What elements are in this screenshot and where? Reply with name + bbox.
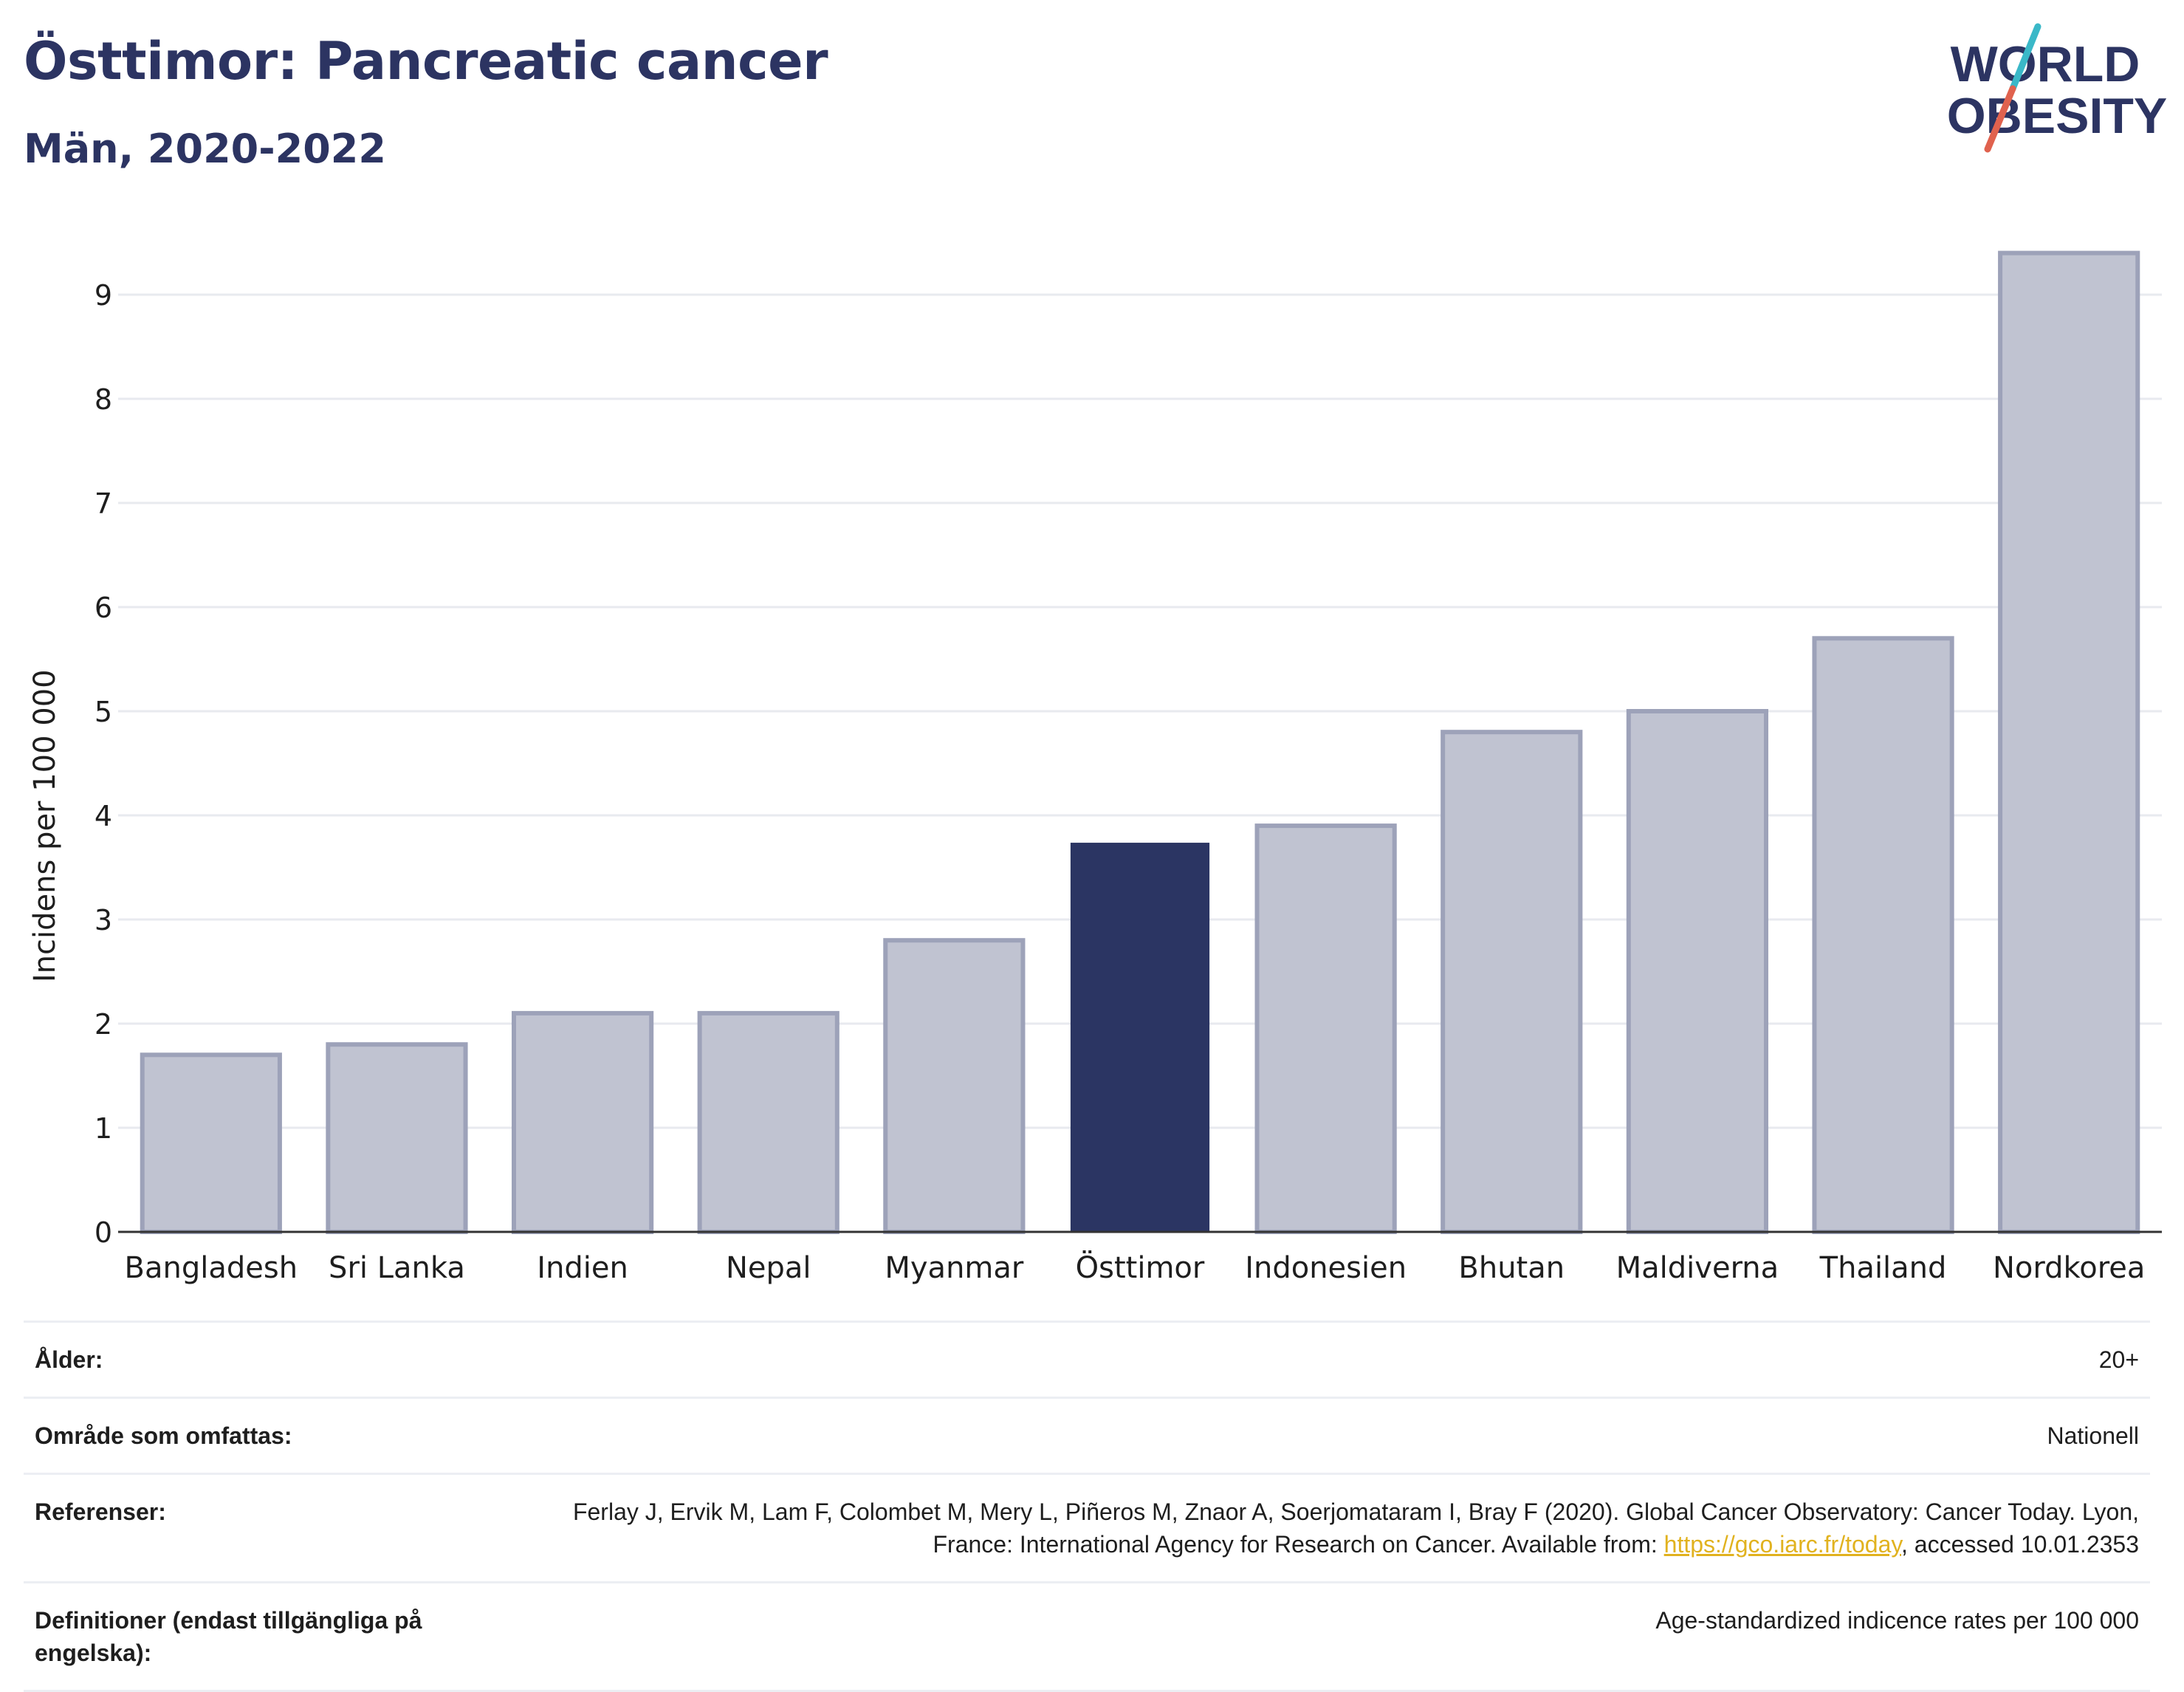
y-tick-label: 0 <box>95 1216 112 1249</box>
x-tick-label: Maldiverna <box>1616 1251 1779 1285</box>
bar-chart: Bangladesh Sri Lanka Indien Nepal Myanmar Öst… <box>28 250 2162 1285</box>
bar-indien <box>511 1010 654 1235</box>
references-label: Referenser: <box>35 1499 166 1525</box>
logo-line-1: WORLD <box>1951 36 2140 92</box>
bars <box>140 250 2140 1235</box>
y-tick-label: 9 <box>95 279 112 312</box>
y-tick-label: 8 <box>95 383 112 416</box>
bar-bhutan <box>1440 730 1583 1234</box>
world-obesity-logo: WORLD OBESITY <box>1947 23 2168 153</box>
chart-title: Östtimor: Pancreatic cancer <box>24 31 828 92</box>
x-tick-label: Indien <box>537 1251 628 1285</box>
age-label: Ålder: <box>35 1346 103 1373</box>
logo-slash-top-icon <box>2009 23 2042 92</box>
bar-östtimor <box>1070 843 1210 1233</box>
references-link[interactable]: https://gco.iarc.fr/today <box>1663 1531 1901 1558</box>
references-text: Ferlay J, Ervik M, Lam F, Colombet M, Me… <box>572 1499 2139 1558</box>
x-tick-label: Nepal <box>726 1251 811 1285</box>
x-tick-labels: Bangladesh Sri Lanka Indien Nepal Myanmar Öst… <box>125 1250 2146 1285</box>
y-tick-label: 4 <box>95 800 112 832</box>
bar-maldiverna <box>1626 709 1769 1234</box>
logo-slash-bottom-icon <box>1984 85 2016 153</box>
age-value: 20+ <box>2098 1346 2139 1373</box>
y-tick-label: 1 <box>95 1112 112 1145</box>
meta-row-area: Område som omfattas: Nationell <box>24 1397 2150 1473</box>
y-tick-label: 3 <box>95 904 112 936</box>
bar-nordkorea <box>1998 250 2140 1235</box>
logo-line-2: OBESITY <box>1947 88 2168 144</box>
y-tick-label: 5 <box>95 696 112 728</box>
x-tick-label: Sri Lanka <box>329 1251 465 1285</box>
bar-bangladesh <box>140 1052 282 1235</box>
meta-row-references: Referenser: Ferlay J, Ervik M, Lam F, Co… <box>24 1473 2150 1581</box>
x-tick-label: Myanmar <box>885 1251 1024 1285</box>
bar-myanmar <box>883 938 1026 1234</box>
bar-sri-lanka <box>326 1042 468 1234</box>
x-tick-label: Östtimor <box>1076 1250 1205 1285</box>
x-tick-label: Bangladesh <box>125 1251 298 1285</box>
y-tick-label: 6 <box>95 592 112 624</box>
area-value: Nationell <box>2047 1422 2139 1449</box>
meta-row-age: Ålder: 20+ <box>24 1321 2150 1397</box>
chart-subtitle: Män, 2020-2022 <box>24 126 386 172</box>
meta-row-definitions: Definitioner (endast tillgängliga på eng… <box>24 1581 2150 1692</box>
y-axis-label: Incidens per 100 000 <box>28 669 62 982</box>
definitions-value: Age-standardized indicence rates per 100… <box>1655 1607 2139 1634</box>
y-tick-labels: 0 1 2 3 4 5 6 7 8 9 <box>95 279 112 1249</box>
bar-indonesien <box>1254 823 1397 1234</box>
x-tick-label: Bhutan <box>1458 1251 1565 1285</box>
bar-thailand <box>1812 636 1954 1234</box>
metadata-table: Ålder: 20+ Område som omfattas: Nationel… <box>24 1321 2150 1692</box>
x-tick-label: Thailand <box>1819 1251 1947 1285</box>
x-tick-label: Indonesien <box>1245 1251 1407 1285</box>
x-tick-label: Nordkorea <box>1993 1251 2145 1285</box>
references-accessed: , accessed 10.01.2353 <box>1900 1531 2139 1558</box>
definitions-label: Definitioner (endast tillgängliga på eng… <box>35 1607 422 1666</box>
y-tick-label: 7 <box>95 487 112 520</box>
references-value: Ferlay J, Ervik M, Lam F, Colombet M, Me… <box>552 1496 2139 1561</box>
y-tick-label: 2 <box>95 1008 112 1041</box>
bar-nepal <box>697 1010 839 1235</box>
area-label: Område som omfattas: <box>35 1422 292 1449</box>
